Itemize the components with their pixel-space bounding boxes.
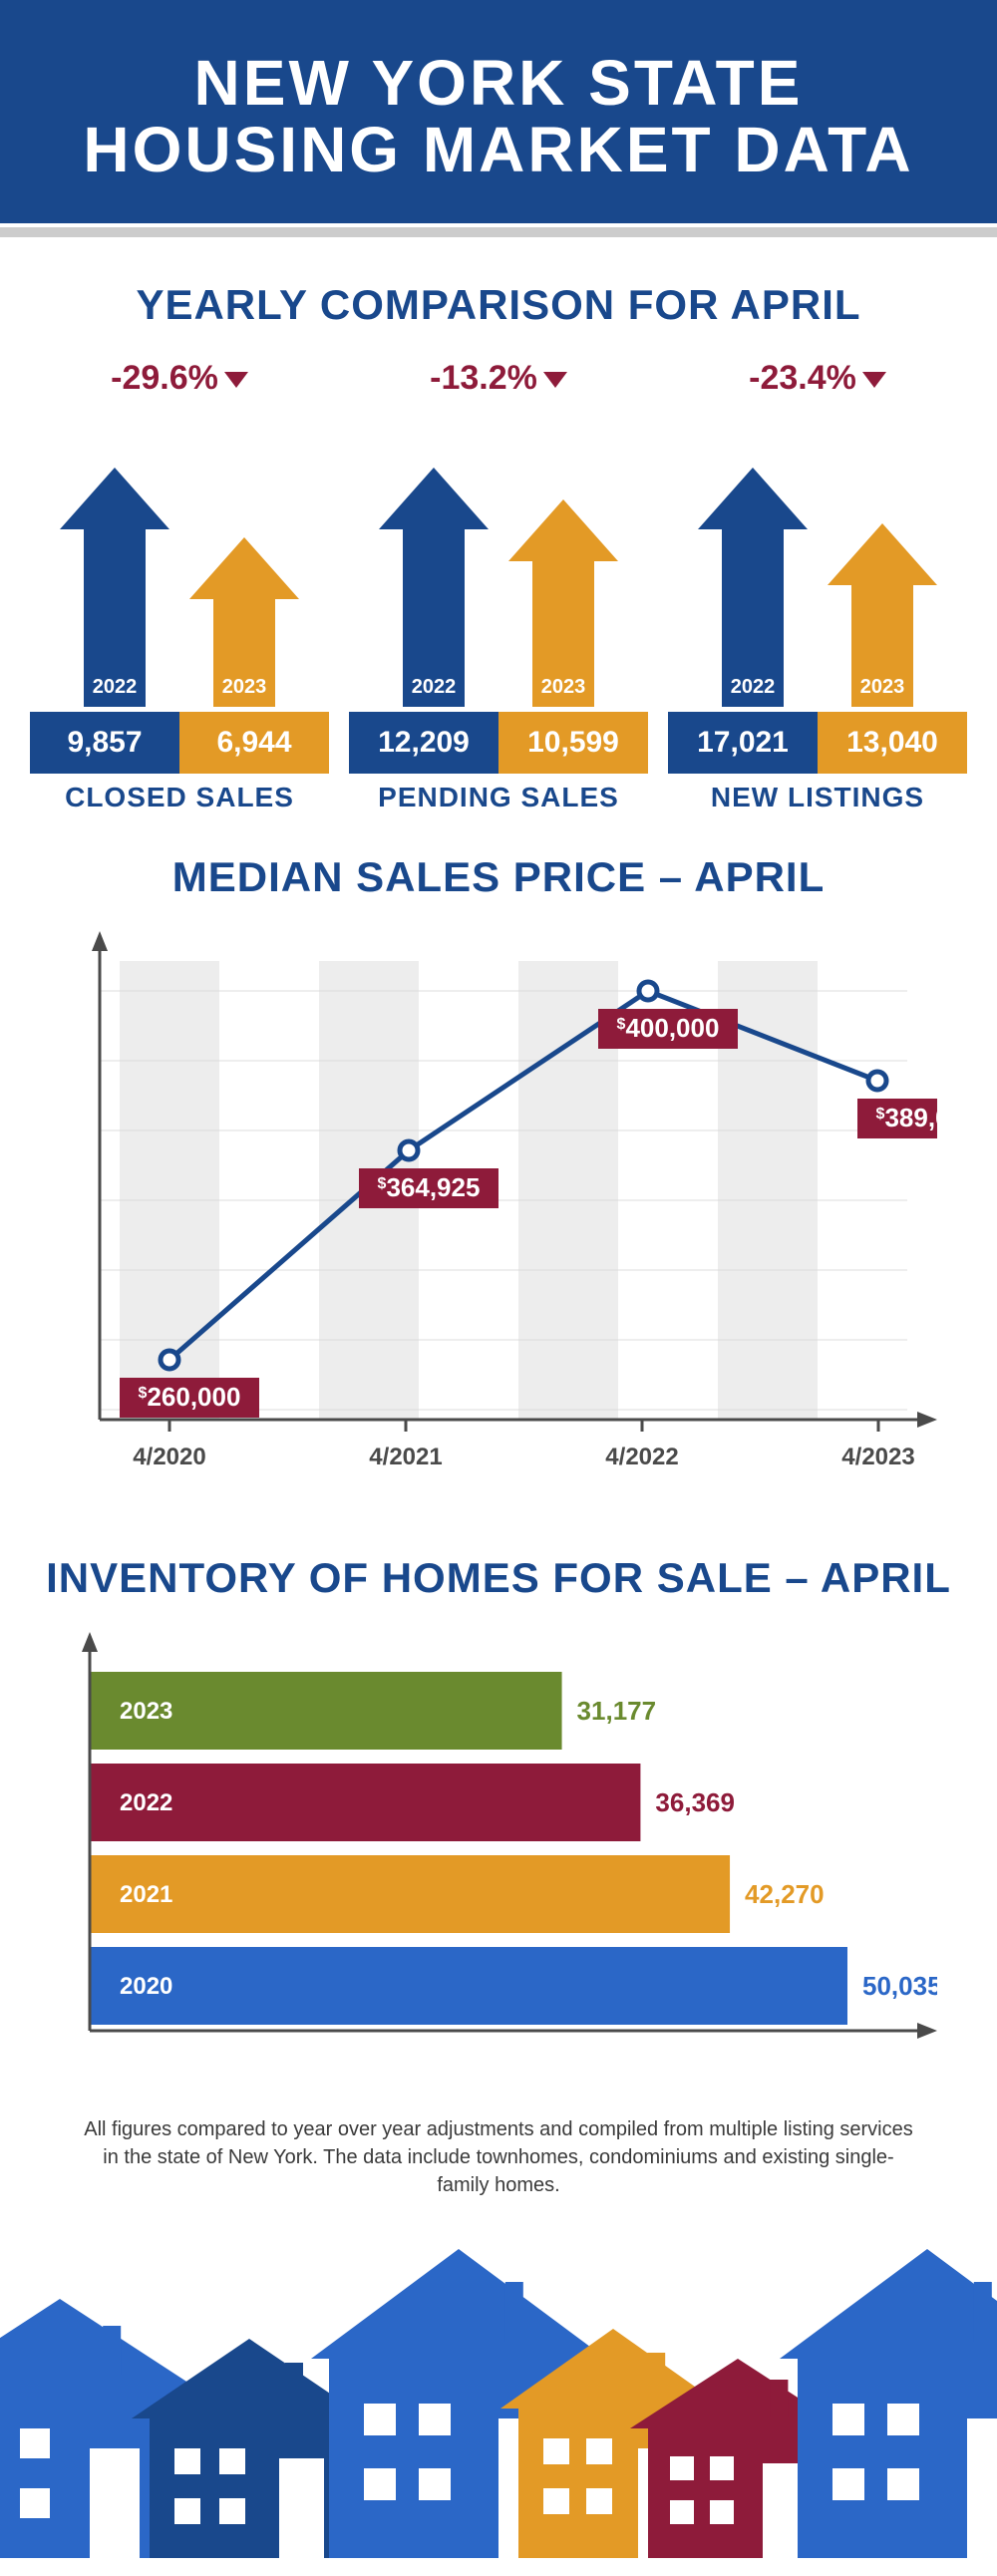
svg-text:2023: 2023 bbox=[120, 1698, 172, 1725]
value-row: 12,209 10,599 bbox=[349, 712, 648, 774]
divider bbox=[0, 223, 997, 241]
svg-text:2022: 2022 bbox=[731, 676, 776, 698]
svg-text:50,035: 50,035 bbox=[862, 1971, 937, 2001]
svg-text:4/2022: 4/2022 bbox=[605, 1444, 678, 1470]
metric-label: NEW LISTINGS bbox=[668, 782, 967, 813]
svg-text:$260,000: $260,000 bbox=[139, 1382, 241, 1412]
arrow-pair: 2022 2023 bbox=[668, 408, 967, 707]
comparison-section: YEARLY COMPARISON FOR APRIL -29.6% 20222… bbox=[0, 281, 997, 813]
svg-text:42,270: 42,270 bbox=[745, 1879, 825, 1909]
svg-text:$364,925: $364,925 bbox=[378, 1172, 481, 1202]
inventory-section: INVENTORY OF HOMES FOR SALE – APRIL 2023… bbox=[0, 1554, 997, 2229]
svg-text:2021: 2021 bbox=[120, 1881, 172, 1908]
value-row: 9,857 6,944 bbox=[30, 712, 329, 774]
comparison-title: YEARLY COMPARISON FOR APRIL bbox=[0, 281, 997, 329]
value-left: 9,857 bbox=[30, 712, 179, 774]
arrow-pair: 2022 2023 bbox=[349, 408, 648, 707]
svg-text:36,369: 36,369 bbox=[655, 1787, 735, 1817]
value-right: 10,599 bbox=[498, 712, 648, 774]
line-chart: $260,000 $364,925 $400,000 $389,000 4/2020 4… bbox=[60, 931, 937, 1509]
pct-change: -29.6% bbox=[30, 359, 329, 398]
median-price-section: MEDIAN SALES PRICE – APRIL $260,000 $364,… bbox=[0, 853, 997, 1514]
svg-text:2023: 2023 bbox=[222, 676, 267, 698]
pct-change: -13.2% bbox=[349, 359, 648, 398]
svg-text:4/2023: 4/2023 bbox=[841, 1444, 914, 1470]
down-arrow-icon bbox=[224, 372, 248, 388]
svg-text:31,177: 31,177 bbox=[577, 1696, 657, 1726]
svg-text:$389,000: $389,000 bbox=[876, 1103, 937, 1132]
svg-text:4/2021: 4/2021 bbox=[369, 1444, 442, 1470]
down-arrow-icon bbox=[543, 372, 567, 388]
metric-0: -29.6% 2022 2023 9,857 6,944 CLOSED SALES bbox=[30, 359, 329, 813]
arrows-row: -29.6% 2022 2023 9,857 6,944 CLOSED SALES… bbox=[0, 359, 997, 813]
page-header: NEW YORK STATE HOUSING MARKET DATA bbox=[0, 0, 997, 223]
pct-change: -23.4% bbox=[668, 359, 967, 398]
value-left: 12,209 bbox=[349, 712, 498, 774]
title-line2: HOUSING MARKET DATA bbox=[83, 114, 913, 185]
svg-text:2022: 2022 bbox=[93, 676, 138, 698]
down-arrow-icon bbox=[862, 372, 886, 388]
value-left: 17,021 bbox=[668, 712, 818, 774]
svg-text:2022: 2022 bbox=[120, 1789, 172, 1816]
inventory-chart: 2023 31,177 2022 36,369 2021 42,270 2020 50,035 bbox=[60, 1632, 937, 2071]
value-right: 6,944 bbox=[179, 712, 329, 774]
metric-label: PENDING SALES bbox=[349, 782, 648, 813]
svg-text:4/2020: 4/2020 bbox=[133, 1444, 205, 1470]
inventory-title: INVENTORY OF HOMES FOR SALE – APRIL bbox=[0, 1554, 997, 1602]
value-right: 13,040 bbox=[818, 712, 967, 774]
houses-footer bbox=[0, 2229, 997, 2558]
svg-text:2020: 2020 bbox=[120, 1973, 172, 2000]
metric-2: -23.4% 2022 2023 17,021 13,040 NEW LISTIN… bbox=[668, 359, 967, 813]
metric-1: -13.2% 2022 2023 12,209 10,599 PENDING SA… bbox=[349, 359, 648, 813]
svg-text:2022: 2022 bbox=[412, 676, 457, 698]
svg-text:$400,000: $400,000 bbox=[617, 1013, 720, 1043]
metric-label: CLOSED SALES bbox=[30, 782, 329, 813]
title-line1: NEW YORK STATE bbox=[194, 47, 804, 119]
value-row: 17,021 13,040 bbox=[668, 712, 967, 774]
median-title: MEDIAN SALES PRICE – APRIL bbox=[0, 853, 997, 901]
svg-text:2023: 2023 bbox=[541, 676, 586, 698]
footnote: All figures compared to year over year a… bbox=[0, 2105, 997, 2229]
svg-text:2023: 2023 bbox=[860, 676, 905, 698]
page-title: NEW YORK STATE HOUSING MARKET DATA bbox=[20, 50, 977, 183]
arrow-pair: 2022 2023 bbox=[30, 408, 329, 707]
